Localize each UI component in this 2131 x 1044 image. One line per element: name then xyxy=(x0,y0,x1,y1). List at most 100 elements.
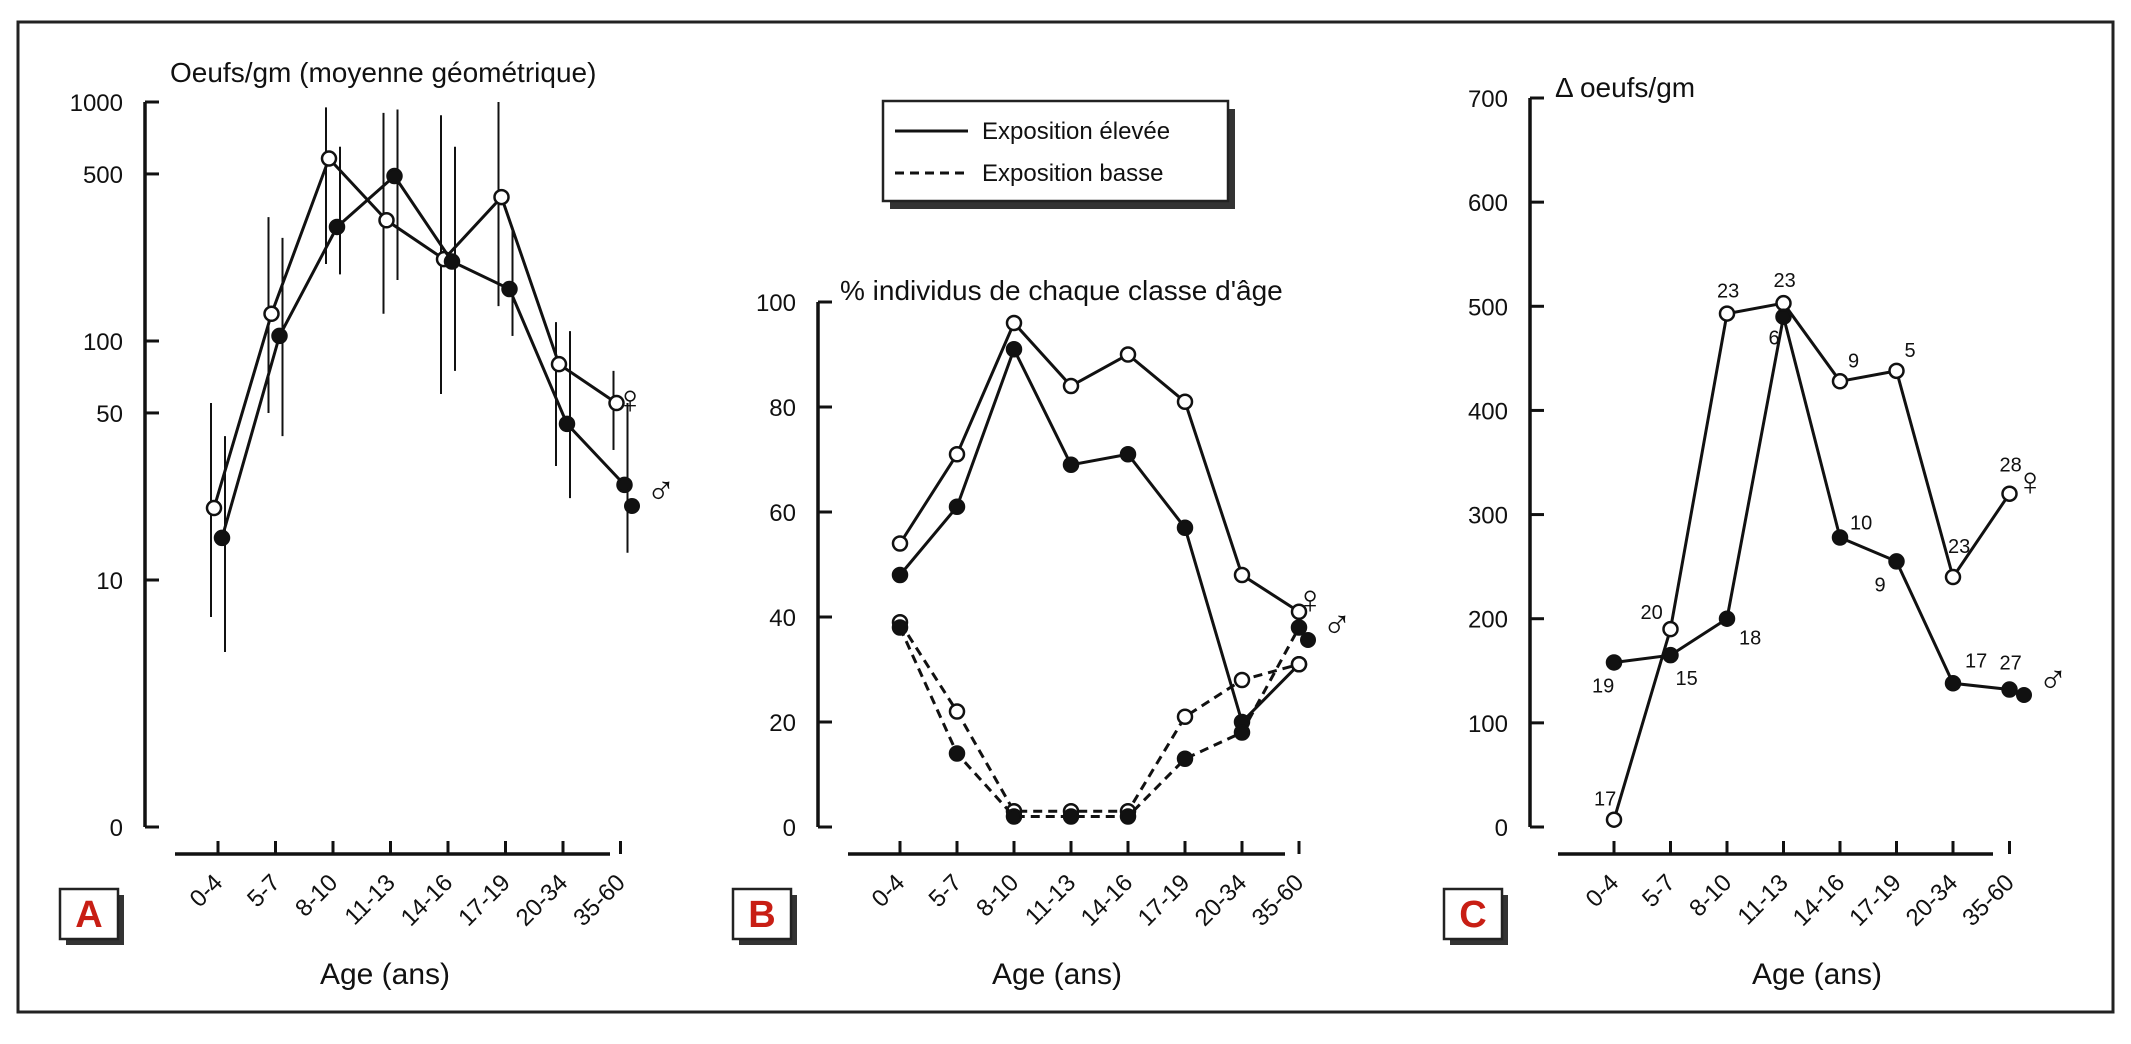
data-point-filled xyxy=(1005,341,1023,358)
data-point-open xyxy=(550,355,568,373)
data-point-open xyxy=(1662,620,1679,638)
data-point-open xyxy=(948,446,966,463)
data-point-filled xyxy=(501,280,518,298)
data-point-open xyxy=(263,305,280,323)
data-point-open xyxy=(320,150,338,167)
data-point-open xyxy=(608,394,625,412)
point-label: 23 xyxy=(1717,281,1739,303)
y-tick-label: 10 xyxy=(96,568,123,595)
panel-letter: A xyxy=(75,894,102,936)
data-point-open xyxy=(1775,294,1792,312)
data-point-open xyxy=(891,535,909,552)
data-point-filled xyxy=(1176,750,1194,767)
female-symbol: ♀ xyxy=(615,378,645,422)
data-point-filled xyxy=(1176,519,1194,536)
y-tick-label: 600 xyxy=(1468,190,1508,217)
y-tick-label: 500 xyxy=(1468,294,1508,321)
y-tick-label: 100 xyxy=(83,329,123,356)
point-label: 17 xyxy=(1965,650,1987,672)
data-point-open xyxy=(1944,568,1962,586)
data-point-filled xyxy=(1119,446,1137,463)
data-point-filled xyxy=(558,415,576,433)
male-symbol: ♂ xyxy=(1322,603,1352,647)
data-point-open xyxy=(948,703,966,720)
data-point-filled xyxy=(443,253,461,270)
data-point-open xyxy=(2001,485,2018,502)
y-tick-label: 80 xyxy=(769,395,796,422)
x-axis-label: Age (ans) xyxy=(320,958,450,991)
y-tick-label: 700 xyxy=(1468,86,1508,113)
point-label: 19 xyxy=(1592,675,1614,697)
data-point-open xyxy=(1176,708,1194,725)
data-point-filled xyxy=(213,529,231,547)
y-tick-label: 300 xyxy=(1468,503,1508,530)
y-tick-label: 20 xyxy=(769,710,796,737)
data-point-open xyxy=(1290,603,1308,620)
panel-letter: B xyxy=(748,894,775,936)
male-symbol: ♂ xyxy=(2038,658,2068,702)
legend-label-high: Exposition élevée xyxy=(982,118,1170,145)
data-point-open xyxy=(1062,377,1080,395)
series-line xyxy=(212,155,618,509)
point-label: 28 xyxy=(2000,455,2022,477)
legend-box: Exposition élevée Exposition basse xyxy=(881,99,1235,209)
chart-title: Δ oeufs/gm xyxy=(1555,72,1695,103)
data-point-filled xyxy=(1944,675,1962,692)
y-tick-label: 400 xyxy=(1468,398,1508,425)
data-point-filled xyxy=(271,327,288,345)
point-label: 10 xyxy=(1850,512,1872,534)
x-axis-label: Age (ans) xyxy=(1752,958,1882,991)
data-point-open xyxy=(1119,346,1137,363)
chart-title: % individus de chaque classe d'âge xyxy=(840,275,1283,306)
data-point-filled xyxy=(616,476,633,494)
point-label: 27 xyxy=(2000,653,2022,675)
panel-letter-box xyxy=(731,887,793,941)
male-legend-point xyxy=(624,498,640,514)
male-symbol: ♂ xyxy=(646,469,676,513)
data-point-open xyxy=(1718,305,1736,322)
data-point-filled xyxy=(1605,654,1623,671)
data-point-filled xyxy=(1005,808,1023,825)
point-label: 5 xyxy=(1905,340,1916,362)
female-symbol: ♀ xyxy=(2015,460,2045,504)
data-point-filled xyxy=(1831,529,1849,546)
point-label: 6 xyxy=(1769,328,1780,350)
series-line xyxy=(898,621,1300,813)
data-point-open xyxy=(1176,393,1194,410)
series-line xyxy=(898,626,1301,818)
panel-letter-box xyxy=(58,887,120,941)
y-tick-label: 100 xyxy=(756,290,796,317)
y-tick-label: 1000 xyxy=(70,90,123,117)
point-label: 18 xyxy=(1739,628,1761,650)
data-point-filled xyxy=(891,619,909,636)
series-line xyxy=(1613,316,2010,691)
series-line xyxy=(220,173,626,539)
data-point-filled xyxy=(1119,808,1137,825)
y-tick-label: 50 xyxy=(96,401,123,428)
data-point-filled xyxy=(1775,308,1792,325)
y-tick-label: 0 xyxy=(1495,815,1508,842)
y-tick-label: 100 xyxy=(1468,711,1508,738)
data-point-filled xyxy=(1888,553,1905,570)
data-point-open xyxy=(1290,656,1308,673)
panel-letter-box xyxy=(1442,887,1504,941)
male-legend-point xyxy=(2016,687,2032,703)
panel-letter: C xyxy=(1459,894,1486,936)
point-label: 15 xyxy=(1676,668,1698,690)
data-point-filled xyxy=(1062,808,1080,825)
data-point-filled xyxy=(386,167,403,185)
data-point-filled xyxy=(1062,456,1080,473)
y-tick-label: 200 xyxy=(1468,607,1508,634)
point-label: 17 xyxy=(1594,789,1616,811)
series-line xyxy=(898,320,1300,614)
data-point-open xyxy=(493,188,510,206)
data-point-open xyxy=(1888,362,1905,380)
data-point-open xyxy=(378,212,395,229)
point-label: 9 xyxy=(1875,574,1886,596)
series-line xyxy=(898,345,1301,725)
x-axis-label: Age (ans) xyxy=(992,958,1122,991)
data-point-filled xyxy=(1662,646,1679,664)
female-symbol: ♀ xyxy=(1295,578,1325,622)
data-point-open xyxy=(1233,671,1251,689)
